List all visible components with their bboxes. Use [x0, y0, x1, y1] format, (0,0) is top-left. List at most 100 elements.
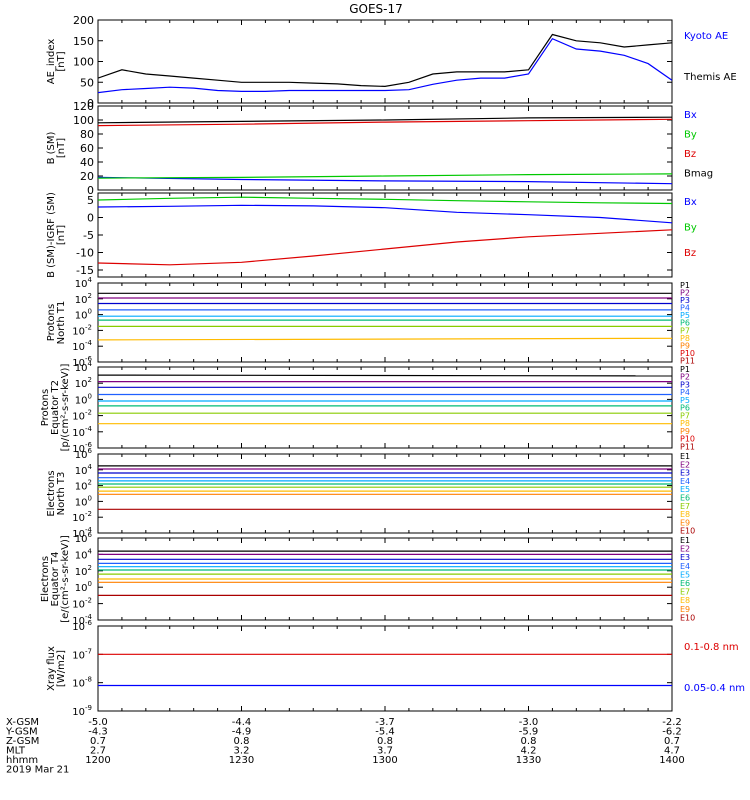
x-table-value: 0.8	[521, 736, 537, 747]
legend-entry: P6	[680, 319, 690, 328]
x-table-value: 3.7	[377, 746, 393, 757]
x-table-value: -5.9	[519, 727, 539, 738]
x-table-row-label: X-GSM	[6, 717, 39, 728]
panel-legend: Bx By Bz	[684, 197, 697, 259]
panel-frame	[97, 625, 673, 712]
legend-entry: P8	[680, 419, 690, 428]
legend-entry: P4	[680, 388, 690, 397]
y-tick-label: 10-9	[72, 704, 92, 718]
y-axis-label: [e/(cm²-s-sr-keV)]	[60, 535, 71, 623]
y-tick-label: 102	[75, 376, 92, 390]
y-axis-label: North T3	[56, 472, 67, 516]
x-table-value: 0.7	[90, 736, 106, 747]
y-tick-label: 106	[75, 447, 93, 461]
y-axis-label: Xray flux	[46, 646, 57, 691]
y-tick-label: 60	[80, 142, 94, 155]
y-tick-label: 0	[87, 184, 94, 197]
y-tick-label: 106	[75, 531, 93, 545]
x-table-value: -5.0	[88, 717, 108, 728]
y-tick-label: -15	[76, 264, 94, 277]
panel-legend: Kyoto AE Themis AE	[683, 31, 737, 83]
legend-entry: E9	[680, 605, 690, 614]
x-table-value: 3.2	[234, 746, 250, 757]
series-line-bx	[98, 204, 672, 224]
legend-entry: Bmag	[684, 169, 713, 180]
legend-entry: P9	[680, 427, 690, 436]
legend-entry: P4	[680, 304, 690, 313]
y-axis-label: [p/(cm²-s-sr-keV)]	[60, 364, 71, 452]
y-tick-label: 20	[80, 170, 94, 183]
y-tick-label: 10-8	[72, 676, 92, 690]
panel-p2: 10-6 10-4 10-2 100 102 104 Protons Equator T2 [p…	[40, 360, 695, 455]
y-axis-label: Protons	[46, 304, 57, 341]
legend-entry: P3	[680, 296, 690, 305]
x-axis-table: X-GSM -5.0 -4.4 -3.7 -3.0 -2.2 Y-GSM -4.3 -4.9 -5…	[5, 717, 685, 776]
series-line-themis-ae	[98, 33, 672, 88]
x-table-value: -4.3	[88, 727, 108, 738]
x-table-row-label: Y-GSM	[5, 727, 38, 738]
legend-entry: E9	[680, 518, 690, 527]
figure-title: GOES-17	[349, 2, 403, 16]
y-tick-label: 10-2	[72, 323, 92, 337]
y-tick-label: 100	[75, 308, 92, 322]
legend-entry: By	[684, 130, 697, 141]
legend-entry: P2	[680, 373, 690, 382]
y-tick-label: 40	[80, 156, 94, 169]
legend-entry: Bx	[684, 110, 697, 121]
y-tick-label: 10-4	[72, 613, 92, 627]
y-tick-label: 100	[73, 114, 94, 127]
y-axis-label: Equator T4	[50, 552, 61, 607]
y-tick-label: 10-6	[72, 441, 92, 455]
x-table-value: 1330	[516, 755, 541, 766]
y-tick-label: 102	[75, 479, 92, 493]
legend-entry: P6	[680, 404, 690, 413]
x-table-value: -5.4	[375, 727, 395, 738]
panel-legend: Bx By Bz Bmag	[684, 110, 713, 180]
legend-entry: Kyoto AE	[684, 31, 728, 42]
y-tick-label: 150	[73, 35, 94, 48]
series-line-kyoto-ae	[98, 37, 672, 94]
legend-entry: P1	[680, 365, 690, 374]
legend-entry: E7	[680, 588, 690, 597]
y-axis-label: [nT]	[56, 138, 67, 158]
y-tick-label: 100	[75, 580, 92, 594]
y-tick-label: 10-6	[72, 355, 92, 369]
x-table-value: 0.8	[377, 736, 393, 747]
legend-entry: P11	[680, 356, 695, 365]
y-axis-label: B (SM)	[46, 131, 57, 164]
legend-entry: E1	[680, 536, 690, 545]
y-axis-label: [nT]	[56, 225, 67, 245]
x-table-date: 2019 Mar 21	[6, 765, 69, 776]
y-tick-label: 0	[87, 97, 94, 110]
legend-entry: P10	[680, 349, 695, 358]
y-tick-label: 10-4	[72, 339, 92, 353]
legend-entry: E8	[680, 596, 690, 605]
legend-entry: P7	[680, 411, 690, 420]
legend-entry: P11	[680, 442, 695, 451]
panel-frame	[97, 366, 673, 449]
y-tick-label: 100	[73, 56, 94, 69]
y-axis-label: Electrons	[46, 470, 57, 516]
x-table-value: 1230	[229, 755, 254, 766]
y-tick-label: 104	[75, 276, 93, 290]
legend-entry: E3	[680, 469, 690, 478]
legend-entry: E2	[680, 545, 690, 554]
legend-entry: 0.05-0.4 nm	[684, 683, 745, 694]
x-table-value: -3.0	[519, 717, 539, 728]
x-table-value: -4.9	[232, 727, 252, 738]
legend-entry: P10	[680, 435, 695, 444]
y-axis-label: [W/m2]	[56, 650, 67, 687]
y-axis-label: AE_index	[46, 39, 57, 85]
x-table-row-label: Z-GSM	[6, 736, 39, 747]
y-tick-label: 104	[75, 463, 93, 477]
y-tick-label: 10-4	[72, 425, 92, 439]
series-line-bmag	[98, 116, 672, 124]
y-tick-label: 104	[75, 360, 93, 374]
y-tick-label: 10-2	[72, 510, 92, 524]
legend-entry: P5	[680, 396, 690, 405]
y-axis-label: Equator T2	[50, 380, 61, 435]
